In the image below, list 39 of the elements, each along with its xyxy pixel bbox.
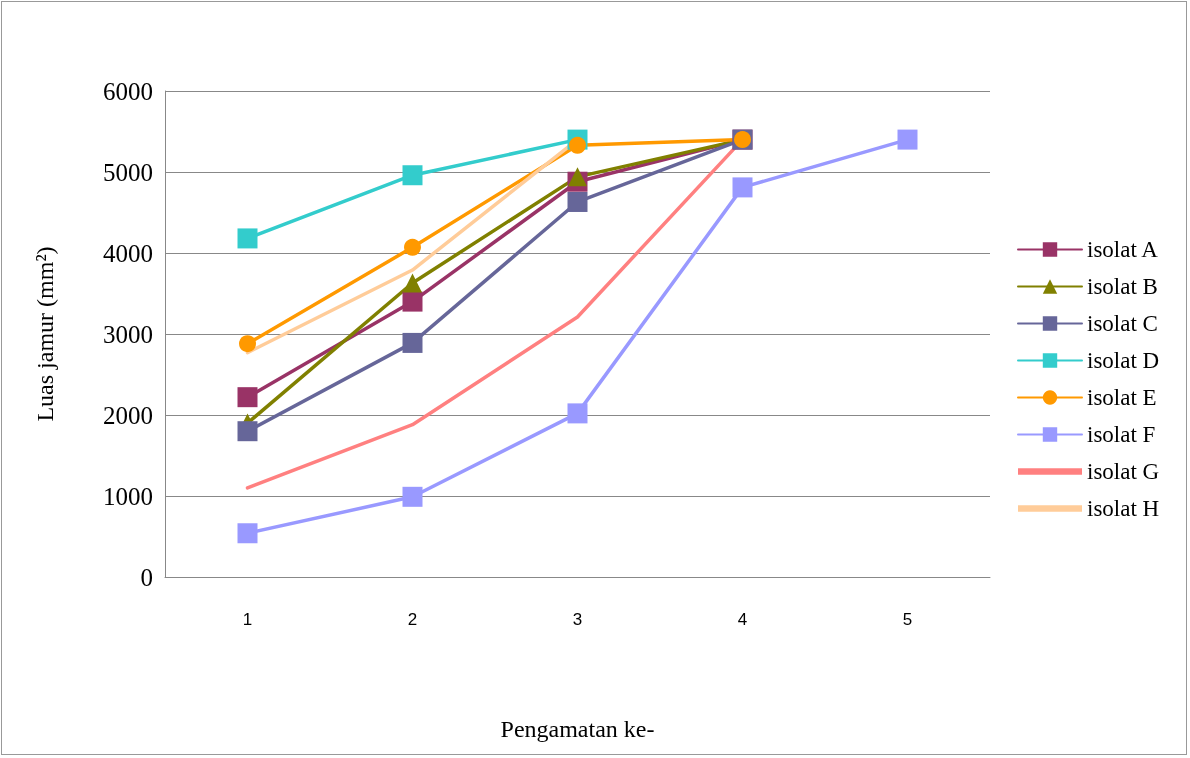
legend-label: isolat A (1087, 237, 1159, 262)
point (402, 332, 423, 353)
point (897, 129, 918, 150)
point (732, 177, 753, 198)
legend-label: isolat D (1087, 348, 1160, 373)
point (237, 523, 258, 544)
point (237, 387, 258, 408)
y-tick-label: 3000 (103, 320, 153, 348)
legend-label: isolat H (1087, 496, 1160, 521)
y-tick-label: 4000 (103, 239, 153, 267)
x-tick-label: 4 (737, 610, 748, 629)
y-tick-label: 5000 (103, 158, 153, 186)
point (569, 136, 586, 154)
point (403, 273, 422, 293)
y-tick-label: 2000 (103, 401, 153, 429)
point (402, 486, 423, 507)
y-axis-title: Luas jamur (mm²) (32, 246, 58, 422)
x-axis-title: Pengamatan ke- (500, 716, 655, 742)
legend-label: isolat G (1087, 459, 1160, 484)
x-tick-label: 1 (242, 610, 253, 629)
legend-label: isolat E (1087, 385, 1157, 410)
legend-label: isolat C (1087, 311, 1158, 336)
point (404, 238, 421, 256)
y-tick-label: 6000 (103, 77, 153, 105)
legend-label: isolat B (1087, 274, 1158, 299)
point (237, 228, 258, 249)
point (237, 421, 258, 442)
x-tick-label: 2 (407, 610, 418, 629)
point (402, 165, 423, 186)
y-tick-label: 1000 (103, 482, 153, 510)
point (567, 191, 588, 212)
point (568, 167, 587, 187)
x-tick-label: 5 (902, 610, 913, 629)
point (402, 291, 423, 312)
point (567, 403, 588, 424)
y-tick-label: 0 (140, 563, 153, 591)
legend-label: isolat F (1087, 422, 1156, 447)
point (239, 335, 256, 353)
x-tick-label: 3 (572, 610, 583, 629)
